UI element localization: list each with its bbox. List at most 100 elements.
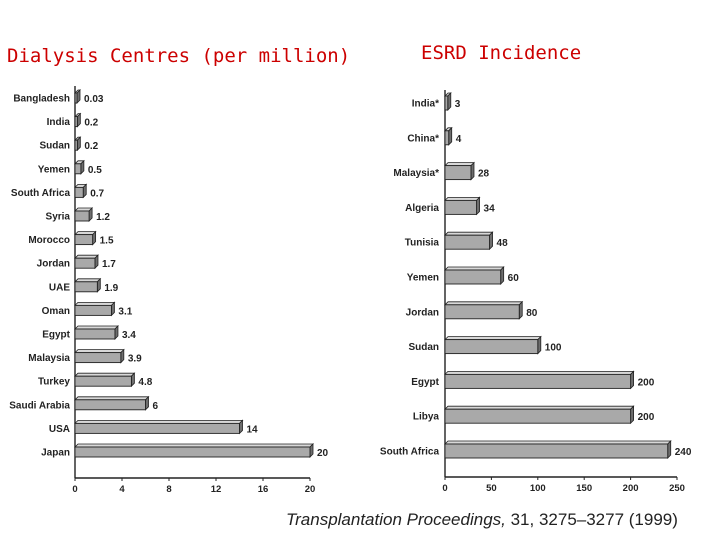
left-category-label: Turkey bbox=[38, 377, 70, 388]
left-category-label: UAE bbox=[49, 282, 70, 293]
left-value-label: 6 bbox=[153, 401, 159, 412]
right-bar-side bbox=[518, 300, 523, 320]
right-x-tick-label: 100 bbox=[530, 483, 546, 494]
right-category-label: Egypt bbox=[411, 377, 439, 388]
left-category-label: Japan bbox=[41, 448, 70, 459]
left-category-label: Oman bbox=[42, 306, 70, 317]
source-citation: Transplantation Proceedings, 31, 3275–32… bbox=[286, 510, 678, 530]
left-bar bbox=[74, 210, 90, 222]
right-bar bbox=[444, 373, 632, 389]
right-category-label: South Africa bbox=[380, 447, 440, 458]
left-bar bbox=[74, 399, 146, 411]
left-category-label: Yemen bbox=[38, 164, 70, 175]
right-x-tick-label: 200 bbox=[623, 483, 639, 494]
left-value-label: 1.2 bbox=[96, 212, 110, 223]
right-category-label: Algeria bbox=[405, 203, 439, 214]
left-chart-title: Dialysis Centres (per million) bbox=[7, 45, 351, 67]
left-x-tick-label: 0 bbox=[72, 484, 77, 495]
left-bar bbox=[74, 446, 311, 458]
left-x-tick-label: 20 bbox=[305, 484, 316, 495]
left-bar bbox=[74, 304, 112, 316]
right-category-label: Libya bbox=[413, 412, 440, 423]
left-value-label: 0.03 bbox=[84, 94, 104, 105]
left-bar-top bbox=[74, 349, 125, 354]
left-value-label: 3.4 bbox=[122, 330, 136, 341]
right-value-label: 240 bbox=[675, 447, 692, 458]
right-value-label: 3 bbox=[455, 99, 461, 110]
right-bar bbox=[444, 95, 449, 111]
left-value-label: 0.2 bbox=[84, 141, 98, 152]
left-value-label: 0.2 bbox=[84, 118, 98, 129]
right-bar-side bbox=[470, 161, 475, 181]
right-chart-title: ESRD Incidence bbox=[421, 42, 582, 64]
left-category-label: Saudi Arabia bbox=[9, 400, 70, 411]
left-bar bbox=[74, 422, 240, 434]
right-bar-top bbox=[444, 440, 672, 445]
right-category-label: Yemen bbox=[407, 273, 439, 284]
left-bar-top bbox=[74, 301, 116, 306]
right-bar bbox=[444, 304, 520, 320]
left-bar-top bbox=[74, 254, 99, 259]
left-x-tick-label: 4 bbox=[119, 484, 125, 495]
right-value-label: 4 bbox=[456, 134, 462, 145]
right-x-tick-label: 0 bbox=[442, 483, 447, 494]
right-bar-side bbox=[489, 231, 493, 251]
right-x-tick-label: 150 bbox=[576, 483, 592, 494]
left-bar bbox=[74, 139, 78, 151]
left-bar bbox=[74, 186, 84, 198]
left-value-label: 0.7 bbox=[90, 188, 104, 199]
left-bar bbox=[74, 281, 98, 293]
right-value-label: 28 bbox=[478, 169, 490, 180]
left-value-label: 3.9 bbox=[128, 354, 142, 365]
left-value-label: 1.9 bbox=[104, 283, 118, 294]
right-bar-top bbox=[444, 266, 505, 271]
left-bar-top bbox=[74, 443, 314, 448]
right-category-label: Malaysia* bbox=[393, 168, 439, 179]
left-x-tick-label: 8 bbox=[166, 484, 171, 495]
left-category-label: Jordan bbox=[37, 259, 70, 270]
right-value-label: 80 bbox=[526, 308, 538, 319]
right-bar bbox=[444, 408, 632, 424]
left-value-label: 1.7 bbox=[102, 259, 116, 270]
left-category-label: Sudan bbox=[39, 141, 70, 152]
right-category-label: China* bbox=[407, 133, 439, 144]
right-x-tick-label: 50 bbox=[486, 483, 497, 494]
right-bar-side bbox=[500, 266, 505, 285]
right-bar-top bbox=[444, 405, 635, 410]
right-category-label: Sudan bbox=[408, 342, 439, 353]
right-value-label: 60 bbox=[508, 273, 520, 284]
right-bar-top bbox=[444, 336, 542, 341]
right-bar-side bbox=[476, 196, 480, 216]
left-bar-top bbox=[74, 396, 150, 401]
left-category-label: Morocco bbox=[28, 235, 70, 246]
left-bar bbox=[74, 234, 94, 246]
right-bar-top bbox=[444, 370, 635, 375]
left-value-label: 4.8 bbox=[138, 377, 152, 388]
right-bar bbox=[444, 339, 539, 355]
left-value-label: 3.1 bbox=[118, 306, 132, 317]
left-bar bbox=[74, 352, 122, 364]
right-bar bbox=[444, 269, 502, 285]
left-x-tick-label: 12 bbox=[211, 484, 222, 495]
right-bar bbox=[444, 234, 490, 250]
right-value-label: 48 bbox=[497, 238, 509, 249]
right-category-label: Jordan bbox=[406, 307, 439, 318]
left-bar bbox=[74, 375, 132, 387]
left-category-label: India bbox=[47, 117, 71, 128]
right-bar-top bbox=[444, 301, 524, 306]
right-bar bbox=[444, 199, 478, 215]
left-x-tick-label: 16 bbox=[258, 484, 269, 495]
right-value-label: 200 bbox=[638, 377, 655, 388]
right-category-label: India* bbox=[412, 99, 439, 110]
right-bar bbox=[444, 165, 472, 181]
left-bar bbox=[74, 257, 96, 269]
left-bar-top bbox=[74, 372, 136, 377]
right-value-label: 200 bbox=[638, 412, 655, 423]
left-bar bbox=[74, 328, 116, 340]
left-bar-top bbox=[74, 325, 119, 330]
right-bar bbox=[444, 130, 450, 146]
left-value-label: 1.5 bbox=[100, 236, 114, 247]
left-value-label: 0.5 bbox=[88, 165, 102, 176]
left-bar bbox=[74, 92, 78, 104]
